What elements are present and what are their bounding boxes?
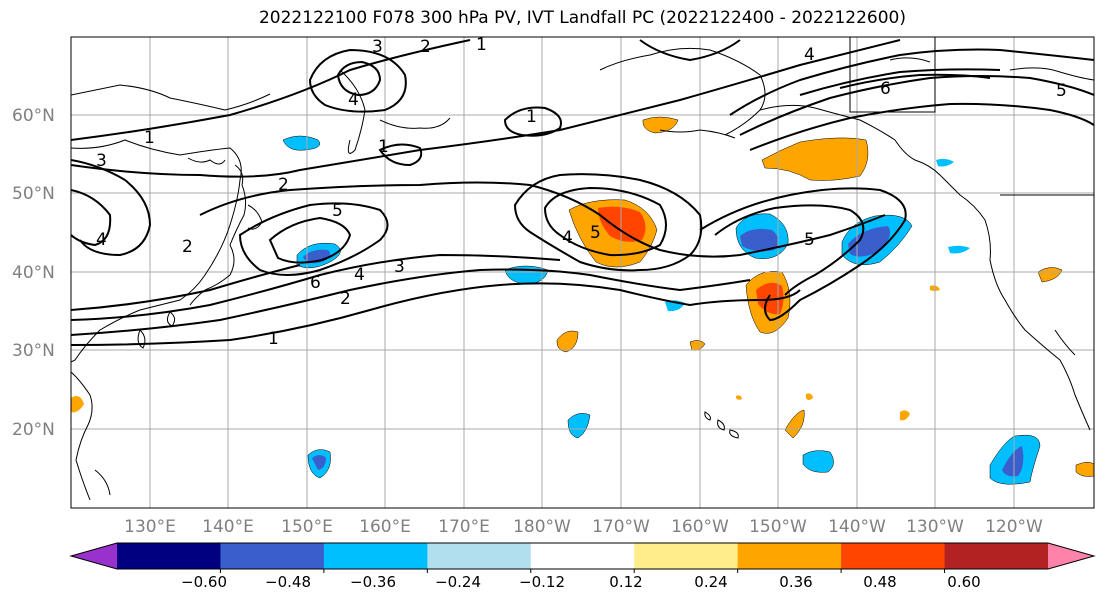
pv-contour-label: 5 — [804, 230, 815, 250]
ivt-blob — [556, 330, 579, 353]
colorbar-tick-label: −0.24 — [435, 573, 481, 591]
ivt-blob — [761, 137, 869, 181]
colorbar-extend-max — [1048, 543, 1094, 569]
pv-contour-label: 6 — [310, 273, 321, 293]
colorbar-tick-label: 0.48 — [863, 573, 896, 591]
lon-label: 160°W — [671, 517, 729, 537]
pv-contour-label: 2 — [340, 289, 351, 309]
lat-label: 40°N — [12, 263, 55, 283]
pv-contour-labels: 3 2 1 4 1 1 1 3 2 4 2 5 6 4 3 2 1 4 5 5 … — [96, 35, 1067, 349]
ivt-blob — [784, 409, 805, 439]
ivt-blob — [802, 450, 834, 473]
ivt-blob — [736, 395, 742, 400]
colorbar-segment — [220, 543, 325, 569]
lon-label: 130°W — [906, 517, 964, 537]
ivt-blob — [282, 135, 321, 151]
lon-label: 140°E — [202, 517, 254, 537]
colorbar: −0.60 −0.48 −0.36 −0.24 −0.12 0.12 0.24 … — [69, 542, 1096, 591]
ivt-blob — [740, 228, 779, 252]
lon-label: 170°W — [592, 517, 650, 537]
colorbar-segment — [323, 543, 428, 569]
colorbar-segment — [841, 543, 946, 569]
colorbar-segment — [634, 543, 739, 569]
map-area: 3 2 1 4 1 1 1 3 2 4 2 5 6 4 3 2 1 4 5 5 … — [71, 35, 1094, 508]
pv-contour-label: 4 — [96, 230, 107, 250]
longitude-labels: 130°E 140°E 150°E 160°E 170°E 180°W 170°… — [124, 517, 1043, 537]
lon-label: 150°E — [281, 517, 333, 537]
graticule — [71, 37, 1094, 508]
lon-label: 150°W — [749, 517, 807, 537]
lon-label: 120°W — [985, 517, 1043, 537]
pv-contour-label: 3 — [372, 37, 383, 57]
ivt-blob — [312, 455, 326, 470]
colorbar-segment — [427, 543, 532, 569]
ivt-blob — [642, 116, 679, 134]
pv-contour-label: 1 — [526, 107, 537, 127]
colorbar-tick-label: −0.48 — [265, 573, 311, 591]
pv-contour-label: 3 — [96, 151, 107, 171]
colorbar-tick-label: −0.36 — [350, 573, 396, 591]
ivt-blob — [1075, 462, 1094, 477]
colorbar-tick-label: −0.60 — [181, 573, 227, 591]
pv-contour-label: 5 — [590, 223, 601, 243]
pv-contour-label: 1 — [378, 137, 389, 157]
colorbar-tick-label: 0.36 — [779, 573, 812, 591]
pv-contours — [71, 39, 1094, 346]
lat-label: 50°N — [12, 184, 55, 204]
lat-label: 20°N — [12, 420, 55, 440]
pv-contour-label: 4 — [354, 265, 365, 285]
colorbar-tick-label: 0.12 — [609, 573, 642, 591]
ivt-blob — [948, 245, 970, 254]
colorbar-segment — [737, 543, 842, 569]
ivt-blob — [900, 410, 910, 421]
colorbar-segments — [71, 543, 1094, 569]
colorbar-tick-label: −0.12 — [519, 573, 565, 591]
pv-contour-label: 4 — [562, 228, 573, 248]
ivt-blob — [806, 393, 813, 400]
ivt-blob — [756, 282, 784, 315]
ivt-blob — [71, 396, 84, 413]
pv-contour-label: 2 — [420, 37, 431, 57]
colorbar-tick-label: 0.60 — [947, 573, 980, 591]
colorbar-segment — [530, 543, 635, 569]
lat-label: 30°N — [12, 341, 55, 361]
latitude-labels: 60°N 50°N 40°N 30°N 20°N — [12, 106, 55, 440]
ivt-blob — [1002, 446, 1024, 477]
pv-contour-label: 6 — [880, 79, 891, 99]
lon-label: 170°E — [438, 517, 490, 537]
pv-contour-label: 2 — [278, 175, 289, 195]
ivt-blob — [598, 206, 646, 242]
colorbar-tick-labels: −0.60 −0.48 −0.36 −0.24 −0.12 0.12 0.24 … — [181, 573, 981, 591]
colorbar-tick-label: 0.24 — [694, 573, 727, 591]
pv-contour-label: 1 — [476, 35, 487, 55]
lon-label: 130°E — [124, 517, 176, 537]
pv-contour-label: 3 — [394, 257, 405, 277]
colorbar-outline — [69, 542, 1096, 570]
pv-contour-label: 2 — [182, 237, 193, 257]
ivt-blob — [936, 158, 954, 167]
pv-contour-label: 5 — [332, 201, 343, 221]
pv-contour-label: 1 — [268, 329, 279, 349]
pv-contour-label: 1 — [144, 128, 155, 148]
pv-contour-label: 4 — [348, 90, 359, 110]
colorbar-extend-min — [71, 543, 117, 569]
pv-contour-label: 5 — [1056, 81, 1067, 101]
colorbar-ticks — [219, 569, 946, 573]
map-title: 2022122100 F078 300 hPa PV, IVT Landfall… — [258, 8, 906, 28]
colorbar-segment — [944, 543, 1049, 569]
lon-label: 180°W — [513, 517, 571, 537]
lon-label: 160°E — [359, 517, 411, 537]
colorbar-segment — [117, 543, 221, 569]
map-frame — [70, 36, 1095, 509]
lat-label: 60°N — [12, 106, 55, 126]
ivt-blob — [1037, 267, 1063, 283]
lon-label: 140°W — [828, 517, 886, 537]
pv-contour-label: 4 — [804, 45, 815, 65]
